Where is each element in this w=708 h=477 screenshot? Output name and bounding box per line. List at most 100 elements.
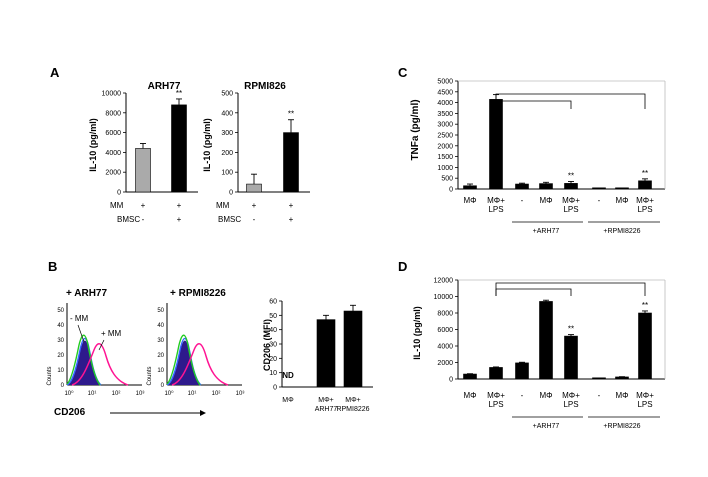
chart-b-ytick-label: 10	[269, 370, 277, 377]
chart-a2-title: RPMI826	[244, 81, 286, 92]
histo1-counts-label: Counts	[47, 366, 53, 385]
histo2-xtick: 10⁰	[164, 390, 174, 397]
chart-c-bar	[489, 99, 503, 190]
chart-c-ytick-label: 2500	[437, 133, 453, 140]
chart-d-category-label: -	[521, 391, 524, 400]
row-label-bmsc-1: BMSC	[117, 215, 140, 224]
chart-d-category-label: MΦ+	[562, 391, 580, 400]
chart-a2-ytick-label: 500	[221, 91, 233, 98]
row-val-a1-bmsc-2: +	[177, 215, 182, 224]
histo2-counts-label: Counts	[147, 366, 153, 385]
chart-c-ytick-label: 4500	[437, 89, 453, 96]
histo1-green-trace	[66, 334, 101, 386]
histo2-ytick: 20	[157, 353, 164, 359]
flow-xlabel-cd206: CD206	[54, 407, 86, 418]
histo2-xtick: 10³	[236, 391, 245, 397]
chart-c-sig-label: **	[642, 169, 648, 178]
histo1-xtick: 10²	[112, 391, 121, 397]
chart-d-category-label: MΦ+	[636, 391, 654, 400]
chart-a1-ytick-label: 2000	[105, 170, 121, 177]
histo2-green-trace	[166, 334, 201, 386]
chart-d-bar	[515, 362, 529, 380]
chart-d-group-label: +RPMI8226	[603, 423, 640, 430]
chart-c-category-label: MΦ+	[636, 196, 654, 205]
chart-c-bar	[463, 185, 477, 190]
histo1-ytick: 0	[61, 383, 65, 389]
chart-a2-ytick-label: 300	[221, 130, 233, 137]
chart-a1-sig-label: **	[176, 89, 182, 98]
chart-d-ytick-label: 10000	[434, 294, 454, 301]
chart-b-category-label: MΦ+	[345, 397, 361, 404]
chart-a2: 0 100 200 300 400 500 **	[221, 91, 310, 197]
row-val-a1-bmsc-1: -	[142, 215, 145, 224]
chart-d-bracket-arh77	[495, 288, 572, 296]
flow-histogram-arh77: 0 10 20 30 40 50 Counts - MM + MM 10⁰ 10…	[47, 303, 144, 397]
chart-a1-bar	[171, 104, 187, 193]
panel-label-d: D	[398, 259, 407, 274]
chart-a1-title: ARH77	[148, 81, 181, 92]
chart-d-bar	[638, 312, 652, 380]
chart-b-ytick-label: 40	[269, 327, 277, 334]
chart-d-category-label: MΦ+	[487, 391, 505, 400]
chart-c-bracket-arh77	[495, 100, 572, 109]
histo2-ytick: 30	[157, 338, 164, 344]
chart-a2-ylabel: IL-10 (pg/ml)	[202, 118, 212, 172]
chart-d-ylabel: IL-10 (pg/ml)	[412, 306, 422, 360]
chart-c-ytick-label: 500	[441, 176, 453, 183]
row-val-a2-mm-2: +	[289, 201, 294, 210]
chart-c-category-label: -	[598, 196, 601, 205]
histo1-ytick: 30	[57, 338, 64, 344]
chart-b-category-label: ARH77	[315, 406, 338, 413]
chart-a2-ytick-label: 100	[221, 170, 233, 177]
row-label-mm-1: MM	[110, 201, 124, 210]
chart-c-category-label: LPS	[488, 205, 503, 214]
chart-c-bar	[592, 187, 606, 190]
chart-c-bracket-rpmi	[495, 93, 646, 109]
chart-c-category-label: MΦ	[615, 196, 628, 205]
histo1-xtick: 10¹	[88, 391, 97, 397]
chart-a2-ytick-label: 200	[221, 150, 233, 157]
histo2-yticks: 0 10 20 30 40 50	[157, 308, 164, 389]
chart-d-category-label: -	[598, 391, 601, 400]
chart-c-ytick-label: 0	[449, 187, 453, 194]
chart-d-bar	[489, 367, 503, 380]
row-val-a2-bmsc-1: -	[253, 215, 256, 224]
chart-a2-bar	[246, 183, 262, 193]
chart-d-category-label: LPS	[488, 400, 503, 409]
chart-d-ytick-label: 4000	[437, 344, 453, 351]
chart-a1-ytick-label: 0	[117, 190, 121, 197]
histo1-purple-fill	[67, 340, 100, 385]
chart-a2-sig-label: **	[288, 110, 294, 119]
panel-label-a: A	[50, 65, 60, 80]
row-label-mm-2: MM	[216, 201, 230, 210]
chart-d-category-label: LPS	[637, 400, 652, 409]
panel-label-b: B	[48, 259, 57, 274]
chart-a1-bar	[135, 148, 151, 193]
row-val-a1-mm-1: +	[141, 201, 146, 210]
chart-a2-ytick-label: 400	[221, 110, 233, 117]
chart-c-ytick-label: 1500	[437, 154, 453, 161]
panel-label-c: C	[398, 65, 408, 80]
chart-b-category-label: MΦ	[282, 397, 294, 404]
histo1-ytick: 10	[57, 368, 64, 374]
chart-d-ytick-label: 6000	[437, 327, 453, 334]
chart-c-bar	[515, 183, 529, 190]
chart-a1-ytick-label: 8000	[105, 110, 121, 117]
histo1-ytick: 40	[57, 323, 64, 329]
chart-c-ytick-label: 4000	[437, 100, 453, 107]
chart-c-bar	[564, 183, 578, 190]
chart-d-category-label: LPS	[563, 400, 578, 409]
histo1-xtick: 10³	[136, 391, 145, 397]
chart-b-nd-label: ND	[282, 371, 294, 380]
chart-c-group-label: +RPMI8226	[603, 228, 640, 235]
row-val-a1-mm-2: +	[177, 201, 182, 210]
chart-c-category-label: MΦ+	[487, 196, 505, 205]
chart-c-category-label: LPS	[563, 205, 578, 214]
chart-c-ytick-label: 1000	[437, 165, 453, 172]
histo2-ytick: 40	[157, 323, 164, 329]
chart-c: 0 500 1000 1500 2000 2500 3000 3500 4000 4500 5000…	[437, 79, 666, 235]
histo2-ytick: 10	[157, 368, 164, 374]
chart-d-category-label: MΦ	[539, 391, 552, 400]
chart-d-bar	[539, 301, 553, 380]
